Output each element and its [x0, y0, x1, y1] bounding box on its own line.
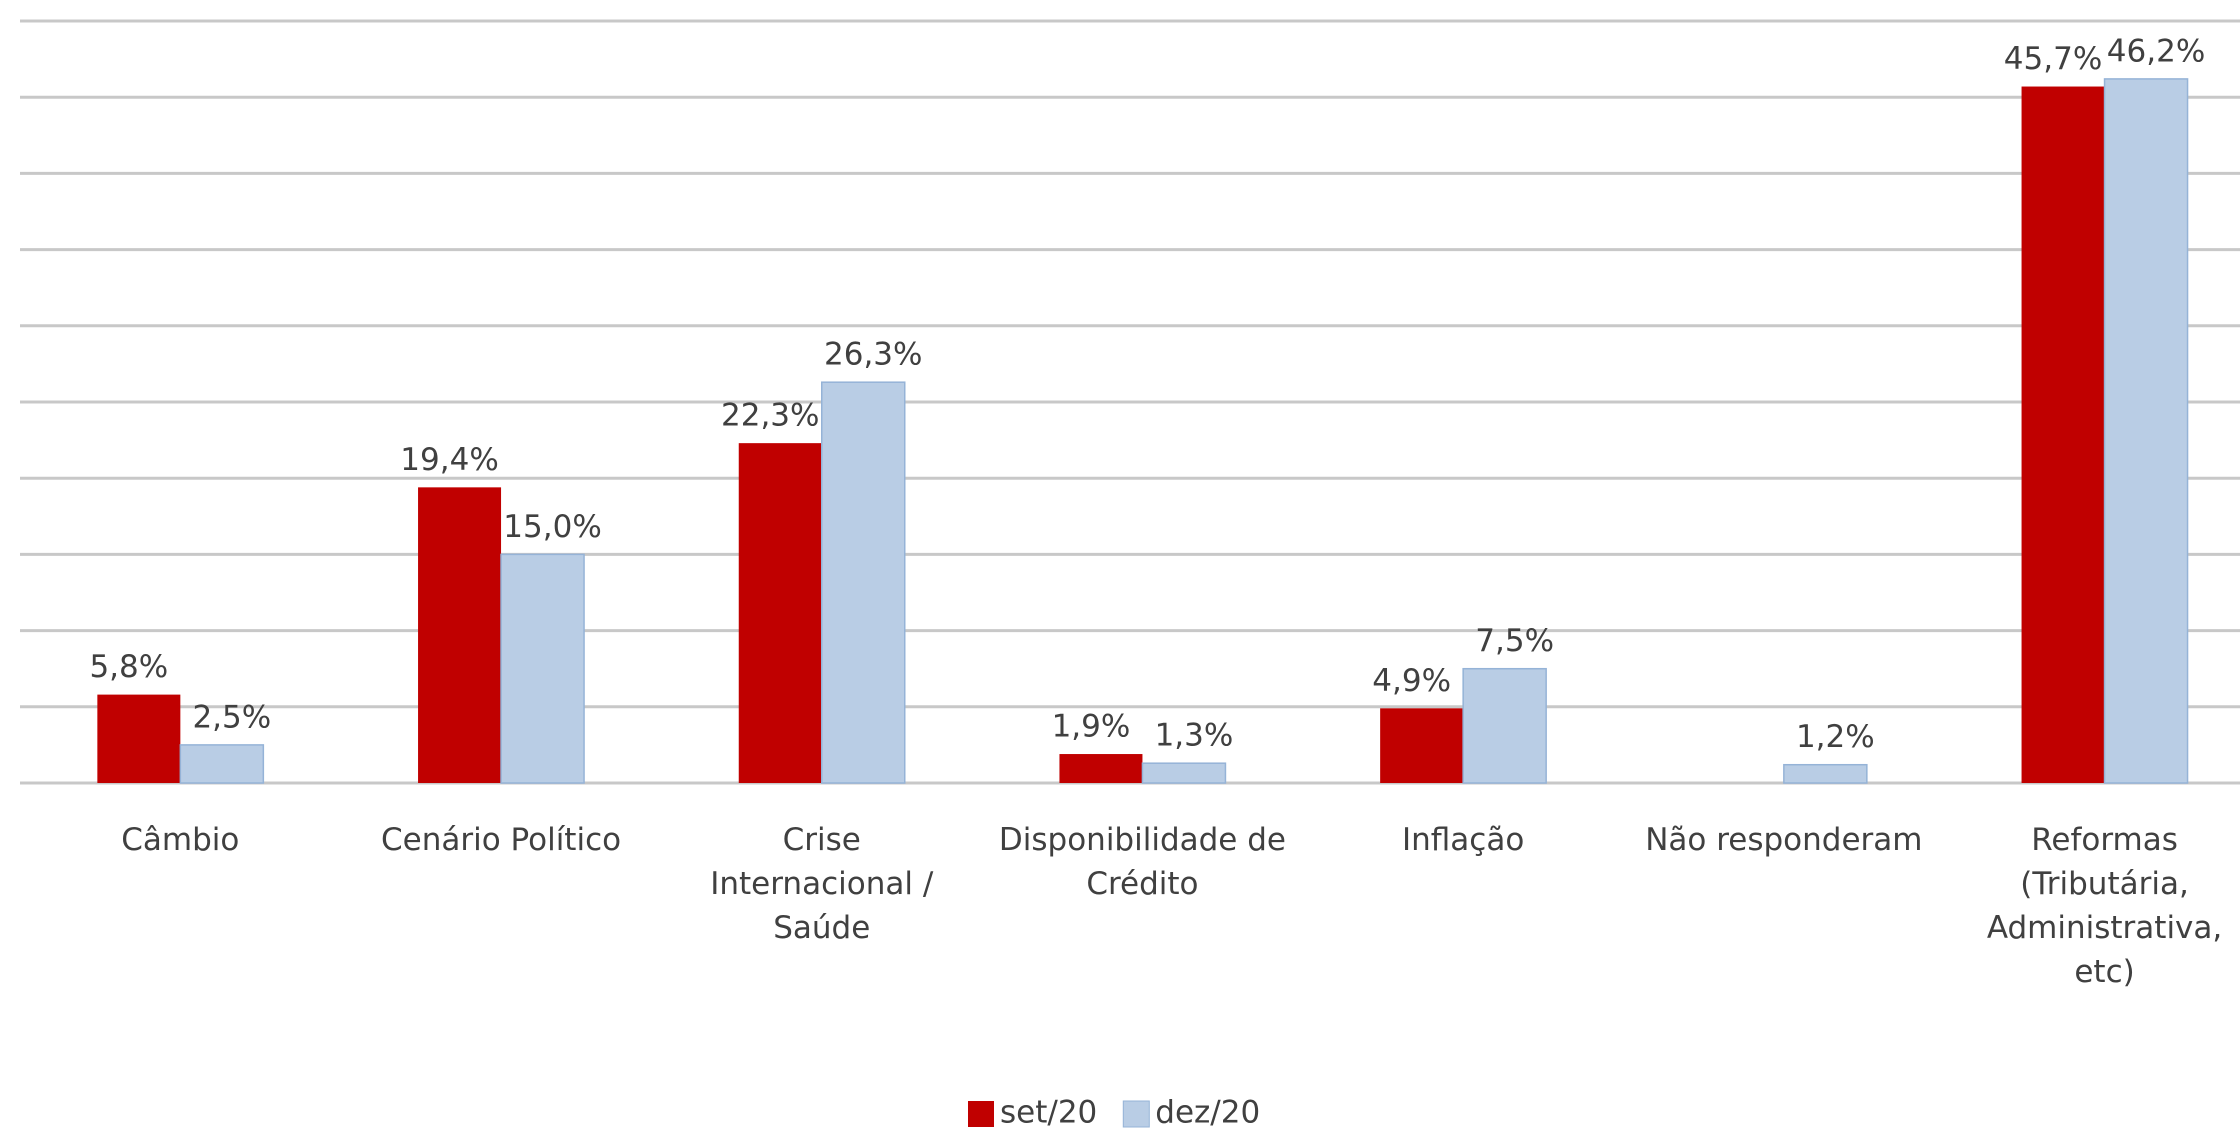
x-tick-label: Não responderam	[1645, 822, 1923, 858]
bar	[179, 744, 265, 784]
legend-swatch	[968, 1101, 994, 1127]
bar	[97, 694, 181, 783]
x-tick-label: Reformas (Tributária, Administrativa, et…	[1986, 822, 2223, 990]
bar	[1059, 754, 1143, 783]
data-label: 1,2%	[1796, 719, 1875, 755]
bar	[418, 487, 502, 783]
data-label: 19,4%	[400, 442, 498, 478]
bar	[821, 381, 906, 784]
legend-label: set/20	[1000, 1095, 1097, 1131]
data-label: 7,5%	[1475, 623, 1554, 659]
data-label: 1,9%	[1052, 709, 1131, 745]
data-label: 26,3%	[824, 337, 922, 373]
bar	[1380, 708, 1464, 783]
x-tick-label: Câmbio	[121, 822, 240, 858]
x-tick-label: Inflação	[1401, 822, 1525, 858]
data-label: 45,7%	[2004, 41, 2102, 77]
x-tick-label: Cenário Político	[380, 822, 622, 858]
bar	[2021, 86, 2105, 784]
data-label: 46,2%	[2107, 33, 2205, 69]
data-label: 15,0%	[503, 509, 601, 545]
bar	[2103, 78, 2189, 784]
data-label: 4,9%	[1372, 663, 1451, 699]
data-label: 2,5%	[192, 699, 271, 735]
bar	[1141, 762, 1227, 784]
data-label: 5,8%	[89, 649, 168, 685]
legend-swatch	[1122, 1100, 1150, 1128]
data-label: 1,3%	[1155, 718, 1234, 754]
bar	[738, 443, 822, 783]
data-label: 22,3%	[721, 398, 819, 434]
bar	[500, 553, 585, 784]
bar	[1462, 667, 1547, 784]
x-tick-label: Crise Internacional / Saúde	[710, 822, 934, 946]
bar	[1783, 763, 1868, 784]
x-tick-label: Disponibilidade de Crédito	[998, 822, 1286, 902]
legend-label: dez/20	[1155, 1095, 1260, 1131]
